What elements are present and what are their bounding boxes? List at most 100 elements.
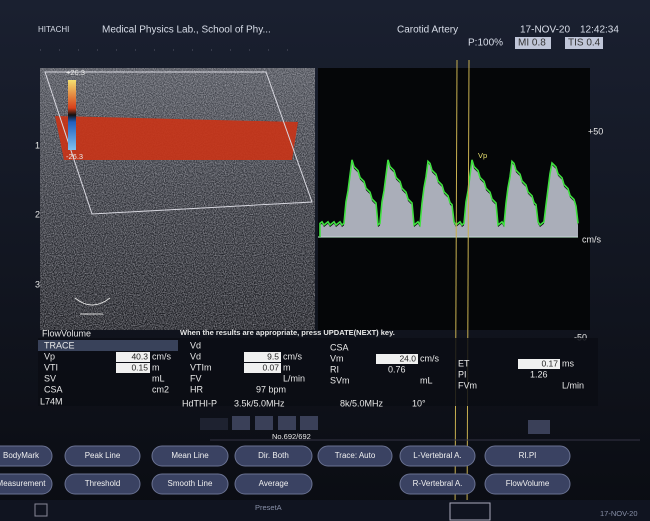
mi-box xyxy=(515,37,551,49)
color-flow xyxy=(55,116,298,160)
button[interactable] xyxy=(484,445,571,467)
button-label: Average xyxy=(259,479,289,488)
measure-label: CSA xyxy=(330,342,349,352)
measure-label: RI xyxy=(330,364,339,374)
button[interactable] xyxy=(151,473,229,495)
measure-unit: cm/s xyxy=(283,351,302,361)
measure-label: FVm xyxy=(458,380,477,390)
measure-value: 0.15 xyxy=(131,362,148,372)
depth-mark: 2 xyxy=(35,209,40,219)
doppler-scale: +50 xyxy=(588,126,603,136)
date: 17-NOV-20 xyxy=(520,25,570,36)
measure-mode: FlowVolume xyxy=(42,328,91,338)
lab-name: Medical Physics Lab., School of Phy... xyxy=(102,25,271,36)
measure-method: TRACE xyxy=(44,340,75,350)
button-label: FlowVolume xyxy=(506,479,550,488)
peak-marker: Vp xyxy=(478,151,487,160)
message: When the results are appropriate, press … xyxy=(180,328,395,337)
button-label: L-Vertebral A. xyxy=(413,451,461,460)
playback xyxy=(200,416,640,441)
measure-label: Vd xyxy=(190,340,201,350)
measure-label: SVm xyxy=(330,375,350,385)
status-icon xyxy=(34,503,48,517)
color-bar xyxy=(68,80,76,150)
button[interactable] xyxy=(399,445,476,467)
probe-icon xyxy=(74,297,111,315)
prev-button[interactable] xyxy=(232,416,250,430)
measure-unit: L/min xyxy=(283,373,305,383)
measure-label: Vd xyxy=(190,351,201,361)
button[interactable] xyxy=(399,473,476,495)
value-box xyxy=(116,352,150,362)
value-box xyxy=(244,363,281,373)
button-label: Mean Line xyxy=(171,451,209,460)
button[interactable] xyxy=(0,445,53,467)
play-button[interactable] xyxy=(278,416,296,430)
button-label: Measurement xyxy=(0,479,46,488)
value-box xyxy=(116,363,150,373)
exam: Carotid Artery xyxy=(397,25,458,36)
frame-button[interactable] xyxy=(255,416,273,430)
button-label: Smooth Line xyxy=(168,479,213,488)
time: 12:42:34 xyxy=(580,25,619,36)
button-label: RI.PI xyxy=(519,451,537,460)
trace-line xyxy=(319,159,579,237)
button[interactable] xyxy=(484,473,571,495)
b-mode-speckle xyxy=(40,68,315,330)
button[interactable] xyxy=(64,473,141,495)
measure-unit: cm2 xyxy=(152,384,169,394)
measure-value: 0.76 xyxy=(388,364,406,374)
doppler-unit: cm/s xyxy=(582,234,601,244)
color-box xyxy=(44,71,313,215)
measure-value: 9.5 xyxy=(267,351,279,361)
button-label: R-Vertebral A. xyxy=(413,479,463,488)
measure-label: FV xyxy=(190,373,202,383)
measure-unit: cm/s xyxy=(152,351,171,361)
value-box xyxy=(244,352,281,362)
cursor-line xyxy=(454,59,458,521)
button[interactable] xyxy=(234,473,313,495)
depth-mark: 1 xyxy=(35,140,40,150)
button-label: Trace: Auto xyxy=(335,451,376,460)
measure-label: ET xyxy=(458,358,470,368)
method-row xyxy=(38,340,178,351)
value-box xyxy=(376,354,418,364)
measure-unit: mL xyxy=(420,375,433,385)
color-scale-top: +26.3 xyxy=(66,68,85,77)
measure-label: PI xyxy=(458,369,467,379)
cursor-line xyxy=(466,59,470,521)
button[interactable] xyxy=(64,445,141,467)
spectrum xyxy=(319,159,579,237)
next-button[interactable] xyxy=(300,416,318,430)
button[interactable] xyxy=(317,445,393,467)
measure-unit: m xyxy=(283,362,291,372)
tis-box xyxy=(565,37,603,49)
measure-unit: cm/s xyxy=(420,353,439,363)
button-label: Threshold xyxy=(85,479,121,488)
button[interactable] xyxy=(151,445,229,467)
button[interactable] xyxy=(234,445,313,467)
frequency: 8k/5.0MHz xyxy=(340,398,384,408)
measure-label: VTI xyxy=(44,362,58,372)
measure-value: 40.3 xyxy=(131,351,148,361)
power: P:100% xyxy=(468,38,503,49)
frame-button[interactable] xyxy=(528,420,550,434)
measure-label: SV xyxy=(44,373,56,383)
measure-value: 1.26 xyxy=(530,369,548,379)
mi: MI 0.8 xyxy=(518,38,546,49)
depth-mark: 3 xyxy=(35,279,40,289)
measure-unit: mL xyxy=(152,373,165,383)
measure-label: HR xyxy=(190,384,203,394)
doppler-scale: -50 xyxy=(574,332,587,342)
measure-value: 0.07 xyxy=(262,362,279,372)
measure-value: 0.17 xyxy=(541,358,558,368)
measure-label: VTIm xyxy=(190,362,212,372)
image-mode: HdTHI-P xyxy=(182,398,217,408)
spectrum-fill xyxy=(320,161,578,237)
measure-value: 24.0 xyxy=(399,353,416,363)
button[interactable] xyxy=(0,473,53,495)
value-box xyxy=(518,359,560,369)
status-icon xyxy=(449,502,491,521)
frequency: 3.5k/5.0MHz xyxy=(234,398,285,408)
